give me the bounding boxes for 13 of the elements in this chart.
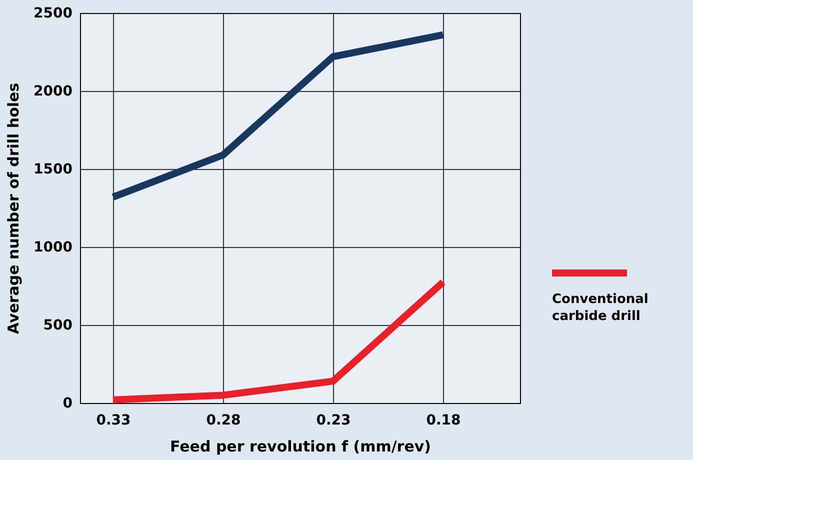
x-tick-label: 0.33 (96, 412, 131, 428)
y-tick-label: 500 (43, 318, 73, 334)
y-tick-label: 1000 (34, 240, 73, 256)
x-tick-label: 0.18 (426, 412, 461, 428)
text: Conventional carbide drill (552, 292, 648, 324)
y-tick-label: 2000 (34, 84, 73, 100)
y-tick-label: 2500 (34, 6, 73, 22)
y-tick-label: 1500 (34, 162, 73, 178)
y-tick-label: 0 (62, 396, 73, 412)
y-axis-title: Average number of drill holes (4, 82, 23, 334)
x-axis-title: Feed per revolution f (mm/rev) (170, 438, 432, 456)
x-tick-label: 0.28 (206, 412, 241, 428)
x-tick-label: 0.23 (316, 412, 351, 428)
